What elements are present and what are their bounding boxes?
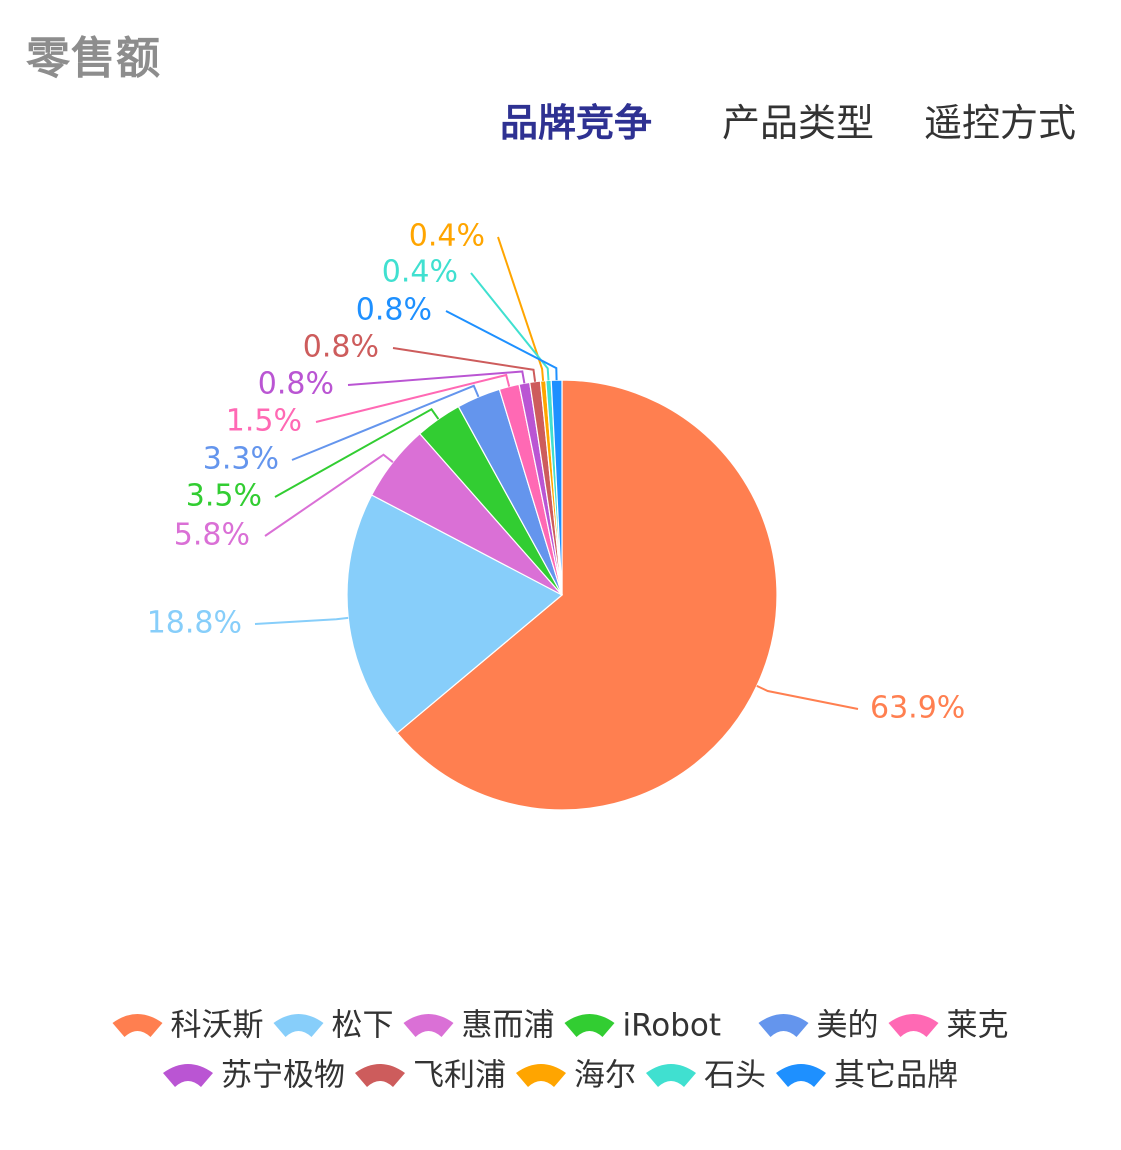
data-label-5: 1.5%	[226, 404, 302, 439]
legend-item-2[interactable]: 惠而浦	[403, 1008, 555, 1044]
data-label-7: 0.8%	[303, 330, 379, 365]
data-label-10: 0.8%	[356, 293, 432, 328]
leader-line-3	[274, 407, 440, 498]
legend-swatch-icon	[776, 1064, 826, 1087]
legend-item-7[interactable]: 飞利浦	[355, 1058, 506, 1094]
legend-item-6[interactable]: 苏宁极物	[163, 1058, 345, 1094]
legend-item-0[interactable]: 科沃斯	[112, 1008, 264, 1044]
legend-swatch-icon	[112, 1014, 163, 1037]
pie-slice-0[interactable]	[396, 379, 778, 811]
leader-line-10	[445, 310, 558, 381]
leader-line-9	[470, 272, 550, 381]
legend-swatch-icon	[888, 1014, 939, 1037]
tab-remote-mode[interactable]: 遥控方式	[924, 101, 1077, 145]
legend-item-3[interactable]: iRobot	[564, 1008, 722, 1044]
tab-bar: 品牌竞争 产品类型 遥控方式	[0, 92, 1121, 145]
legend-item-4[interactable]: 美的	[758, 1008, 879, 1044]
legend-label: 苏宁极物	[221, 1058, 345, 1094]
legend-item-9[interactable]: 石头	[646, 1058, 766, 1094]
data-label-0: 63.9%	[870, 691, 965, 726]
legend-label: 松下	[332, 1008, 394, 1044]
pie-slices	[346, 379, 778, 811]
data-label-6: 0.8%	[258, 367, 334, 402]
tab-product-type[interactable]: 产品类型	[722, 101, 875, 145]
legend-label: 海尔	[574, 1058, 636, 1094]
data-label-4: 3.3%	[203, 442, 279, 477]
legend-swatch-icon	[273, 1014, 324, 1037]
data-labels: 63.9%18.8%5.8%3.5%3.3%1.5%0.8%0.8%0.4%0.…	[147, 219, 966, 726]
legend-label: 惠而浦	[462, 1008, 555, 1044]
legend-label: 美的	[817, 1008, 879, 1044]
pie-slice-1[interactable]	[346, 494, 564, 734]
leader-line-5	[315, 373, 511, 423]
legend-swatch-icon	[403, 1014, 454, 1037]
data-label-9: 0.4%	[382, 255, 458, 290]
legend-label: 石头	[704, 1058, 766, 1094]
legend-swatch-icon	[516, 1064, 566, 1087]
data-label-1: 18.8%	[147, 606, 242, 641]
data-label-2: 5.8%	[174, 518, 250, 553]
legend-swatch-icon	[355, 1064, 405, 1087]
leader-lines	[254, 236, 859, 710]
leader-line-7	[392, 347, 537, 382]
data-label-8: 0.4%	[409, 219, 485, 254]
page-title: 零售额	[26, 33, 161, 84]
legend-swatch-icon	[163, 1064, 213, 1087]
legend-label: iRobot	[623, 1008, 722, 1044]
legend-label: 科沃斯	[171, 1008, 264, 1044]
leader-line-8	[497, 236, 545, 381]
data-label-3: 3.5%	[186, 479, 262, 514]
legend-label: 其它品牌	[834, 1058, 958, 1094]
leader-line-2	[264, 453, 394, 537]
legend-swatch-icon	[564, 1014, 615, 1037]
leader-line-6	[347, 370, 526, 386]
legend-item-10[interactable]: 其它品牌	[776, 1058, 958, 1094]
leader-line-4	[291, 384, 480, 461]
leader-line-1	[254, 616, 349, 625]
legend-label: 飞利浦	[413, 1058, 506, 1094]
legend-swatch-icon	[758, 1014, 809, 1037]
legend-label: 莱克	[947, 1008, 1009, 1044]
tab-brand-competition[interactable]: 品牌竞争	[500, 101, 653, 145]
legend-swatch-icon	[646, 1064, 696, 1087]
legend-item-5[interactable]: 莱克	[888, 1008, 1009, 1044]
legend-item-8[interactable]: 海尔	[516, 1058, 636, 1094]
leader-line-0	[756, 684, 859, 710]
legend-item-1[interactable]: 松下	[273, 1008, 394, 1044]
